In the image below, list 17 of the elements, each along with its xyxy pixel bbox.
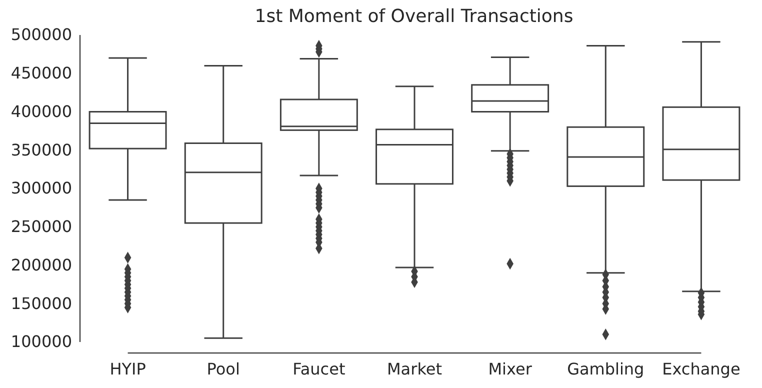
x-tick-label: Faucet (292, 359, 346, 378)
y-tick-label: 350000 (10, 140, 72, 160)
x-tick-label: HYIP (110, 359, 146, 378)
x-tick-label: Market (387, 359, 442, 378)
x-tick-label: Pool (206, 359, 240, 378)
y-tick-label: 300000 (10, 178, 72, 198)
y-tick-label: 150000 (10, 294, 72, 313)
x-tick-label: Gambling (567, 359, 644, 378)
y-tick-label: 200000 (10, 255, 72, 274)
y-tick-label: 450000 (10, 63, 72, 82)
x-tick-label: Mixer (488, 359, 532, 378)
y-tick-label: 100000 (10, 332, 72, 352)
x-tick-label: Exchange (662, 359, 740, 378)
y-tick-label: 250000 (10, 216, 72, 236)
y-tick-label: 400000 (10, 102, 72, 121)
chart-title: 1st Moment of Overall Transactions (254, 6, 574, 27)
y-tick-label: 500000 (10, 25, 72, 44)
